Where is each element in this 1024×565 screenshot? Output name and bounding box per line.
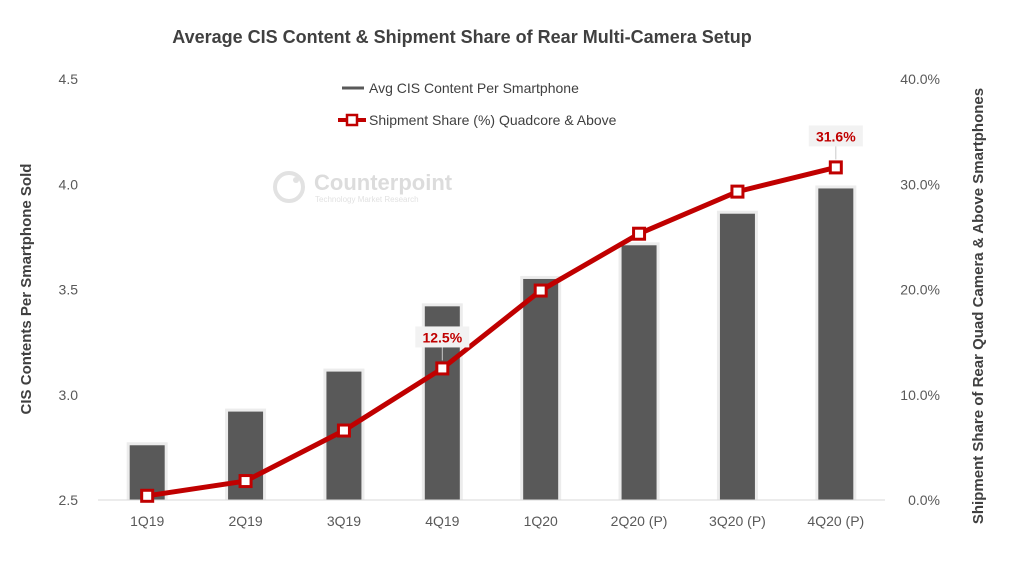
line-point [140,488,155,503]
data-label: 12.5% [422,329,462,345]
y-left-tick-label: 4.0 [59,176,79,192]
bar [621,245,657,500]
watermark: Counterpoint Technology Market Research [273,170,453,204]
line-point [632,226,647,241]
watermark-logo-dot-icon [293,177,299,183]
line-point [730,184,745,199]
y-left-tick-label: 4.5 [59,71,79,87]
x-axis-ticks: 1Q19 2Q19 3Q19 4Q19 1Q20 2Q20 (P) 3Q20 (P) 4Q20… [130,513,864,529]
x-tick-label: 2Q20 (P) [611,513,668,529]
x-tick-label: 4Q20 (P) [807,513,864,529]
x-tick-label: 3Q19 [327,513,361,529]
chart-title: Average CIS Content & Shipment Share of … [172,27,751,47]
right-axis-ticks: 0.0% 10.0% 20.0% 30.0% 40.0% [900,71,940,508]
line-point [828,160,843,175]
y-left-tick-label: 2.5 [59,492,79,508]
y-right-tick-label: 40.0% [900,71,940,87]
left-axis-ticks: 2.5 3.0 3.5 4.0 4.5 [59,71,79,508]
y-right-tick-label: 0.0% [908,492,940,508]
watermark-logo-icon [273,171,305,203]
line-point [435,361,450,376]
bar-series [126,185,857,501]
data-labels: 12.5% 31.6% [415,125,863,361]
y-axis-left-title: CIS Contents Per Smartphone Sold [18,164,35,415]
x-tick-label: 1Q19 [130,513,164,529]
line-point [533,283,548,298]
series-line [144,164,839,499]
y-right-tick-label: 10.0% [900,387,940,403]
legend-line-label: Shipment Share (%) Quadcore & Above [369,112,617,128]
y-left-tick-label: 3.5 [59,282,79,298]
y-right-tick-label: 20.0% [900,282,940,298]
legend-bar-label: Avg CIS Content Per Smartphone [369,80,579,96]
legend-line-marker [345,113,359,127]
y-right-tick-label: 30.0% [900,176,940,192]
x-tick-label: 4Q19 [425,513,459,529]
x-tick-label: 2Q19 [228,513,262,529]
y-axis-right-title: Shipment Share of Rear Quad Camera & Abo… [970,88,987,524]
legend: Avg CIS Content Per Smartphone Shipment … [338,80,617,128]
x-tick-label: 3Q20 (P) [709,513,766,529]
data-label: 31.6% [816,128,856,144]
watermark-tagline: Technology Market Research [315,195,419,204]
watermark-name: Counterpoint [314,170,453,195]
x-tick-label: 1Q20 [524,513,558,529]
y-left-tick-label: 3.0 [59,387,79,403]
bar [818,188,854,500]
line-series [140,160,843,503]
line-point [336,423,351,438]
bar [523,278,559,500]
line-point [238,474,253,489]
bar [719,213,755,500]
data-label-box [415,326,470,348]
data-label-box [808,125,863,147]
